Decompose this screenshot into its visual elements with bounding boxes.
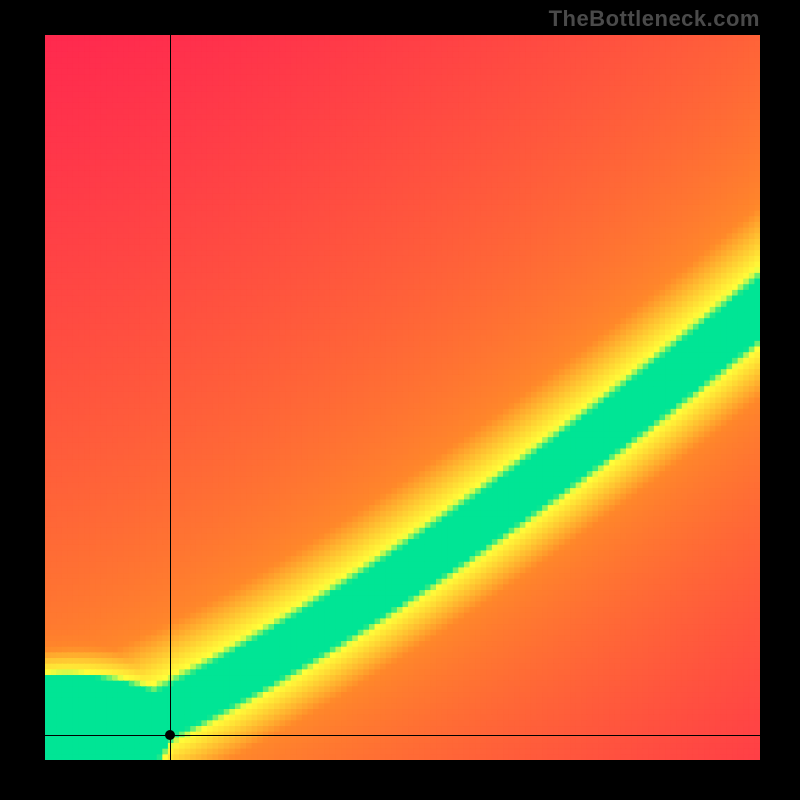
crosshair-horizontal bbox=[45, 735, 760, 736]
chart-container: TheBottleneck.com bbox=[0, 0, 800, 800]
marker-dot bbox=[165, 730, 175, 740]
crosshair-vertical bbox=[170, 35, 171, 760]
plot-area bbox=[45, 35, 760, 760]
watermark-text: TheBottleneck.com bbox=[549, 6, 760, 32]
heatmap-canvas bbox=[45, 35, 760, 760]
